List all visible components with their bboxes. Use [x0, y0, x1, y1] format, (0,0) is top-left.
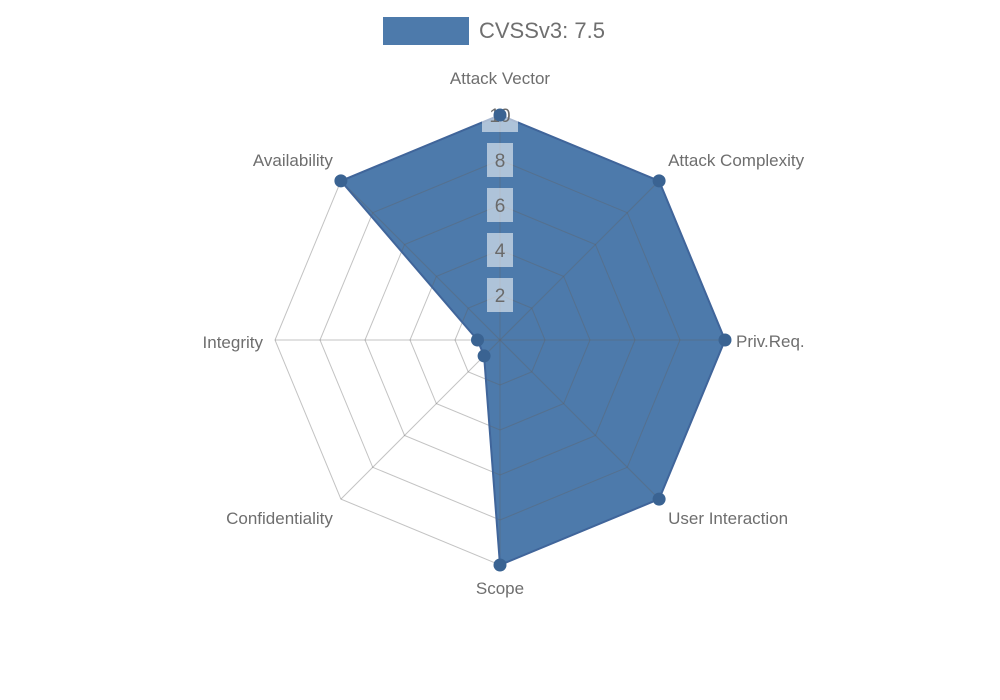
legend-label: CVSSv3: 7.5: [479, 18, 605, 43]
axis-labels: Attack Vector Attack Complexity Priv.Req. U…: [203, 69, 805, 598]
vertex-marker-priv-req: [718, 333, 732, 347]
radar-web-ring-6: [364, 204, 636, 476]
axis-label-attack-complexity: Attack Complexity: [668, 151, 805, 170]
radar-web-ring-4: [409, 249, 591, 431]
axis-label-priv-req: Priv.Req.: [736, 332, 805, 351]
cvss-polygon-fill: [340, 115, 725, 565]
radar-spoke-confidentiality: [340, 339, 501, 500]
vertex-marker-scope: [493, 558, 507, 572]
vertex-marker-integrity: [471, 333, 484, 347]
radar-web-ring-2: [454, 294, 546, 386]
tick-label-box-6: [487, 188, 513, 222]
vertex-marker-user-interaction: [652, 492, 666, 506]
tick-label-box-4: [487, 233, 513, 267]
axis-label-user-interaction: User Interaction: [668, 509, 788, 528]
tick-label-8: 8: [495, 151, 506, 172]
axis-label-integrity: Integrity: [203, 333, 264, 352]
legend-swatch: [383, 17, 469, 45]
vertex-markers: [334, 108, 732, 572]
axis-label-availability: Availability: [253, 151, 334, 170]
tick-label-6: 6: [495, 196, 506, 217]
radar-spoke-availability: [340, 180, 501, 341]
axis-label-confidentiality: Confidentiality: [226, 509, 333, 528]
vertex-marker-confidentiality: [477, 349, 491, 363]
vertex-marker-attack-complexity: [652, 174, 666, 188]
legend-item[interactable]: CVSSv3: 7.5: [383, 17, 605, 45]
tick-label-box-8: [487, 143, 513, 177]
axis-label-scope: Scope: [476, 579, 524, 598]
tick-label-box-2: [487, 278, 513, 312]
vertex-marker-availability: [334, 174, 348, 188]
radar-spoke-user-interaction: [499, 339, 660, 500]
tick-label-4: 4: [495, 241, 506, 262]
radar-spoke-attack-complexity: [499, 180, 660, 341]
radar-web-ring-8: [319, 159, 681, 521]
radial-tick-labels: 246810: [482, 98, 518, 312]
axis-label-attack-vector: Attack Vector: [450, 69, 550, 88]
vertex-marker-attack-vector: [493, 108, 507, 122]
tick-label-2: 2: [495, 286, 506, 307]
